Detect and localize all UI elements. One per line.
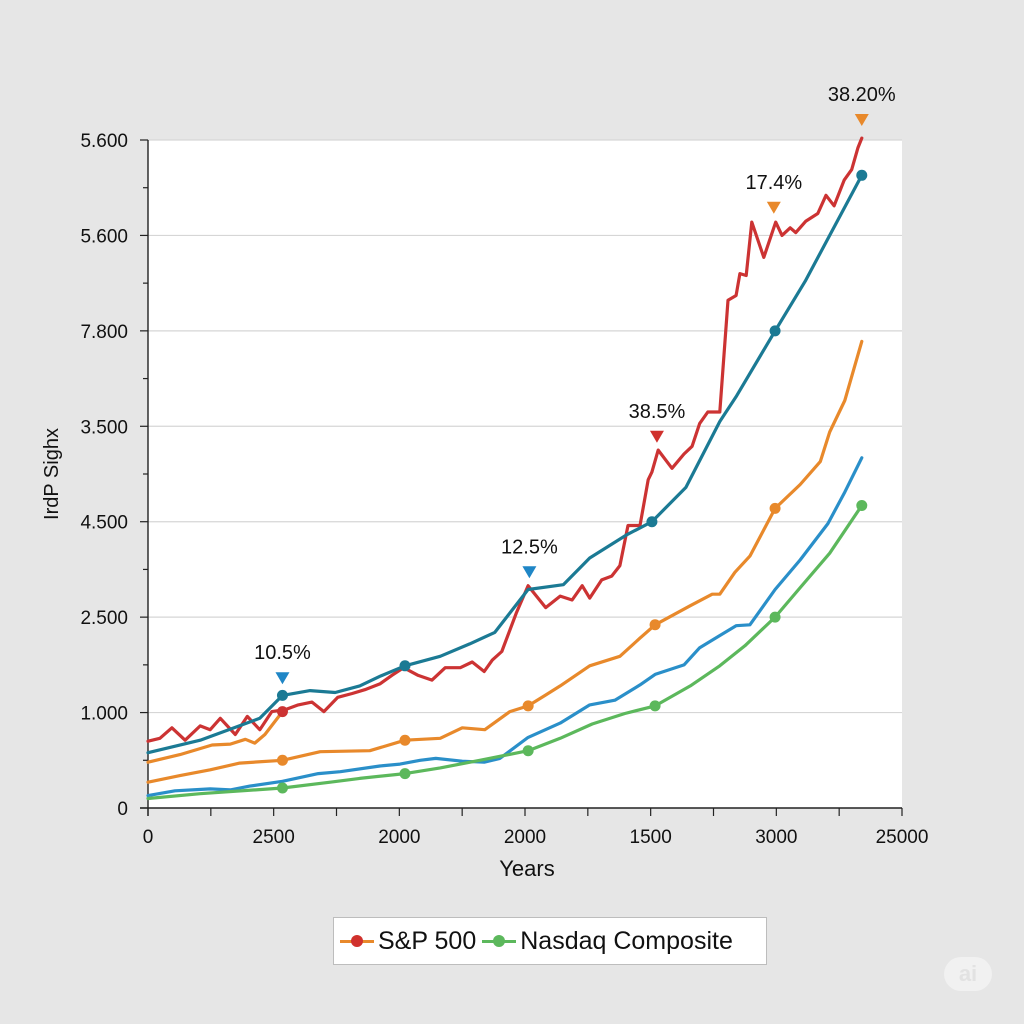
x-tick-label: 25000	[876, 827, 929, 848]
series-marker-3	[649, 619, 661, 631]
series-line-1	[146, 173, 864, 755]
y-tick-label: 2.500	[80, 608, 128, 629]
series-line-4	[146, 456, 864, 798]
series-marker-5	[399, 768, 411, 780]
x-tick-label: 2000	[378, 827, 420, 848]
series-marker-1	[856, 169, 868, 181]
series-line-2	[146, 710, 285, 764]
ai-watermark-badge: ai	[944, 957, 992, 991]
y-axis-title: IrdP Sighx	[41, 428, 63, 520]
series-marker-1	[769, 325, 781, 337]
legend-label-sp500: S&P 500	[378, 926, 477, 955]
legend-swatch-nasdaq	[482, 931, 517, 951]
series-line-3	[146, 339, 864, 784]
annotation-marker	[854, 113, 869, 126]
annotations: 10.5% 12.5% 38.5% 17.4% 38.20%	[254, 84, 896, 685]
annotation-marker	[275, 672, 290, 685]
legend-label-nasdaq: Nasdaq Composite	[520, 926, 733, 955]
legend-item-nasdaq[interactable]: Nasdaq Composite	[482, 927, 733, 956]
annotation-marker	[766, 201, 781, 214]
series-marker-3	[276, 754, 288, 766]
series-marker-1	[399, 660, 411, 672]
annotation-label: 38.20%	[828, 84, 896, 106]
annotation-label: 10.5%	[254, 642, 311, 664]
plot-area	[148, 140, 902, 808]
annotation-label: 12.5%	[501, 536, 558, 558]
legend: S&P 500 Nasdaq Composite	[333, 917, 767, 965]
series-marker-5	[856, 499, 868, 511]
series-marker-5	[769, 611, 781, 623]
x-tick-label: 2500	[253, 827, 295, 848]
series-marker-5	[649, 700, 661, 712]
y-tick-label: 0	[117, 799, 128, 820]
series-marker-1	[646, 516, 658, 528]
y-tick-label: 1.000	[80, 704, 128, 725]
x-axis-title: Years	[499, 856, 554, 881]
series-marker-0	[276, 706, 288, 718]
x-tick-label: 0	[143, 827, 154, 848]
y-tick-label: 5.600	[80, 226, 128, 247]
series-marker-1	[276, 689, 288, 701]
series-line-5	[146, 503, 864, 801]
series-marker-3	[522, 700, 534, 712]
y-tick-label: 5.600	[80, 131, 128, 152]
series-layer	[146, 136, 868, 801]
legend-swatch-sp500	[340, 931, 374, 951]
y-tick-label: 7.800	[80, 322, 128, 343]
y-tick-label: 3.500	[80, 417, 128, 438]
x-tick-label: 2000	[504, 827, 546, 848]
annotation-marker	[522, 566, 537, 579]
x-tick-label: 1500	[630, 827, 672, 848]
series-marker-3	[769, 502, 781, 514]
series-marker-5	[522, 745, 534, 757]
axes: 0 1.000 2.500 4.500 3.500 7.800 5.600 5.600 0 250…	[80, 131, 928, 848]
annotation-marker	[649, 430, 664, 443]
annotation-label: 38.5%	[629, 401, 686, 423]
y-tick-label: 4.500	[80, 513, 128, 534]
x-tick-label: 3000	[755, 827, 797, 848]
legend-item-sp500[interactable]: S&P 500	[340, 927, 476, 956]
series-marker-5	[276, 782, 288, 794]
series-marker-3	[399, 734, 411, 746]
annotation-label: 17.4%	[745, 172, 802, 194]
